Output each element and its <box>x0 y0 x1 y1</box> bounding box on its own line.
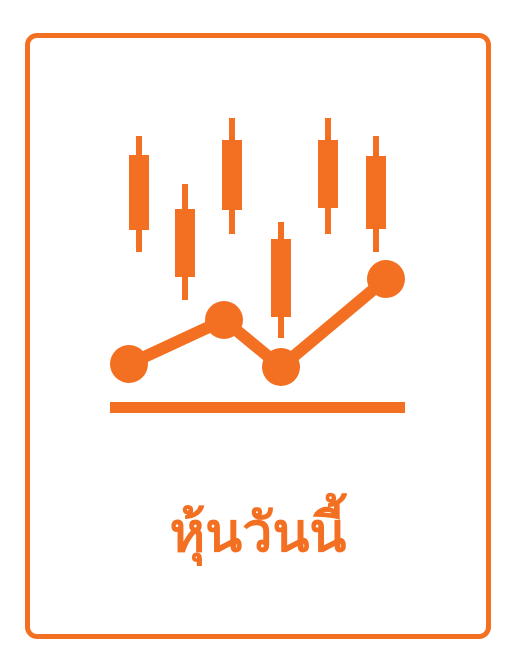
tile-label: หุ้นวันนี้ <box>169 501 347 564</box>
